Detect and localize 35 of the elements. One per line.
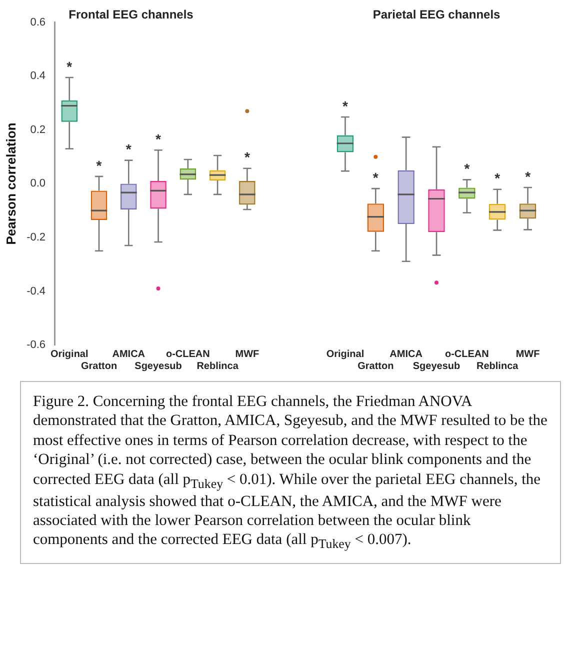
x-tick-label: Original [50, 348, 88, 360]
x-tick-label: o-CLEAN [166, 348, 210, 360]
y-axis-title: Pearson correlation [3, 122, 18, 245]
y-tick-label: 0.6 [30, 16, 46, 28]
y-tick-label: 0.0 [30, 178, 46, 190]
x-tick-label: MWF [516, 348, 540, 360]
y-tick-label: -0.4 [26, 285, 46, 298]
text: Figure 2. Concerning the frontal EEG channels, the Friedman ANOVA demonstrated that the Gratton, AMICA, Sgeyesub, and the MWF resulted to be the most effective ones in terms of Pearson correlation decrease, with respect to the ‘Original’ (i.e. not corrected) case, between the ocular blink components and the corrected EEG data (all p$_{Tukey}$ < 0.01). While over the parietal EEG channels, the statistical analysis showed that o-CLEAN, the AMICA, and the MWF were associated with the lower Pearson correlation between the ocular blink components and the corrected EEG data (all p$_{Tukey}$ < 0.007). [33, 393, 548, 552]
y-tick-label: 0.4 [30, 70, 46, 82]
x-tick-label: Reblinca [476, 360, 519, 372]
x-tick-label: MWF [235, 348, 260, 360]
x-tick-label: Sgeyesub [412, 360, 460, 372]
text: * [494, 170, 500, 186]
x-tick-label: o-CLEAN [444, 348, 489, 360]
x-tick-label: AMICA [112, 348, 146, 360]
text: * [464, 160, 470, 177]
text: * [372, 169, 378, 186]
x-tick-label: Sgeyesub [134, 360, 182, 372]
y-tick-label: -0.6 [26, 339, 46, 352]
text: * [96, 157, 102, 174]
text: * [126, 141, 132, 158]
x-tick-label: Reblinca [196, 360, 239, 372]
y-tick-label: 0.2 [30, 124, 46, 136]
chart-title: Frontal EEG channels [68, 8, 194, 22]
text: * [156, 130, 162, 147]
chart-title: Parietal EEG channels [372, 8, 501, 22]
x-tick-label: AMICA [390, 348, 422, 360]
text: * [66, 58, 72, 74]
text: * [244, 149, 250, 166]
x-tick-label: Original [326, 348, 364, 360]
text: * [525, 168, 531, 184]
y-tick-label: -0.2 [26, 232, 46, 244]
x-tick-label: Gratton [358, 360, 394, 372]
x-tick-label: Gratton [80, 360, 118, 372]
text: * [342, 98, 348, 114]
